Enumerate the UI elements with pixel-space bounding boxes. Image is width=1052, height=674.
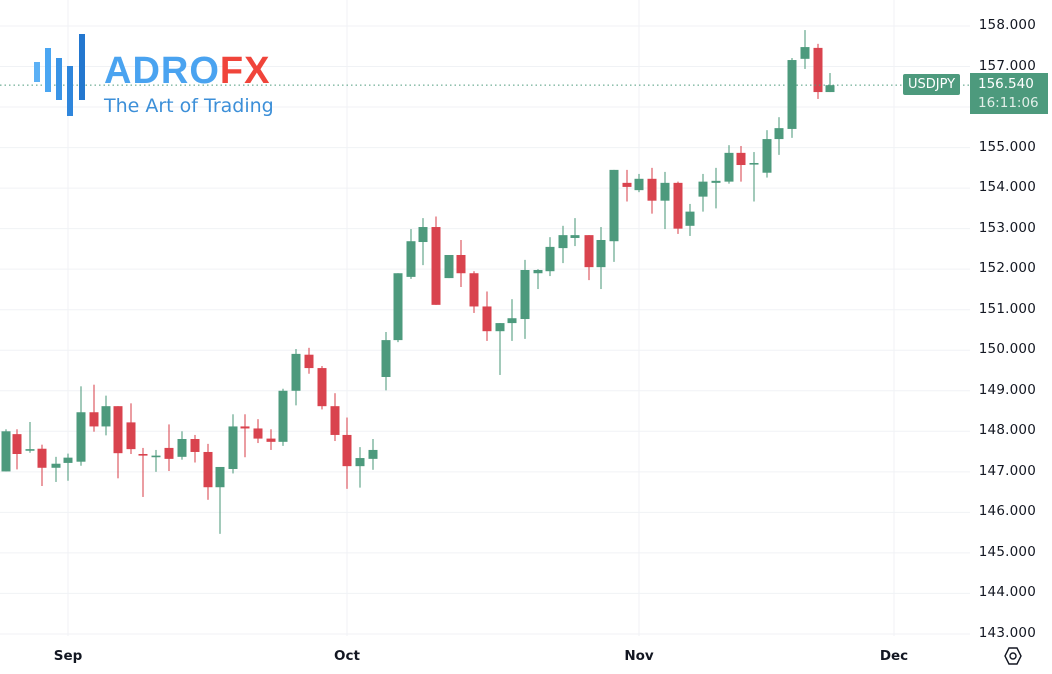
candle — [113, 406, 123, 479]
candle — [787, 58, 797, 138]
candle — [711, 167, 721, 209]
candle — [482, 291, 492, 341]
price-axis-label: 158.000 — [978, 17, 1036, 33]
candle — [609, 169, 619, 262]
candle — [51, 456, 61, 482]
price-axis-label: 146.000 — [978, 503, 1036, 520]
candle — [291, 349, 301, 406]
candle — [507, 299, 517, 341]
candle — [660, 171, 670, 230]
candle — [673, 181, 683, 234]
candle — [266, 429, 276, 450]
symbol-label: USDJPY — [903, 74, 961, 95]
candle — [381, 332, 391, 391]
time-axis-label: Dec — [879, 648, 909, 664]
candle — [253, 419, 263, 444]
price-axis-label: 152.000 — [978, 260, 1036, 277]
candle — [724, 145, 734, 184]
candle — [558, 225, 568, 264]
candle — [368, 439, 378, 470]
last-price-value: 156.540 — [978, 76, 1034, 92]
candle — [330, 393, 340, 442]
candle — [342, 417, 352, 489]
candle — [418, 218, 428, 266]
candle — [138, 447, 148, 497]
candle — [685, 203, 695, 236]
candle — [749, 152, 759, 202]
candle — [800, 30, 810, 69]
candle — [89, 384, 99, 432]
candle — [584, 235, 594, 281]
candle — [228, 414, 238, 474]
price-axis-label: 150.000 — [978, 341, 1036, 358]
price-axis-label: 153.000 — [978, 219, 1036, 236]
candle — [63, 453, 73, 481]
candle — [469, 271, 479, 313]
candle — [647, 167, 657, 214]
price-axis-label: 155.000 — [978, 138, 1036, 155]
logo-tagline: The Art of Trading — [104, 95, 274, 117]
candle — [762, 130, 772, 178]
price-axis-label: 154.000 — [978, 179, 1036, 196]
candle — [698, 173, 708, 212]
price-axis-label: 147.000 — [978, 462, 1036, 479]
candle — [813, 43, 823, 99]
candle — [12, 429, 22, 470]
last-price-tag: 156.540 16:11:06 — [970, 73, 1048, 114]
price-axis-label: 144.000 — [978, 584, 1036, 601]
candle — [570, 218, 580, 247]
adrofx-logo-icon — [32, 34, 92, 124]
candle — [634, 173, 644, 193]
candle — [164, 424, 174, 472]
settings-hexagon-icon[interactable] — [1003, 646, 1023, 666]
price-axis-label: 149.000 — [978, 381, 1036, 398]
candle — [304, 347, 314, 374]
candle — [431, 216, 441, 305]
candle — [240, 414, 250, 458]
candle — [25, 421, 35, 453]
time-axis-label: Sep — [53, 648, 83, 664]
candle — [825, 73, 835, 93]
candle — [596, 227, 606, 290]
candle — [126, 403, 136, 454]
candle — [177, 431, 187, 460]
candle — [444, 254, 454, 279]
price-axis-label: 143.000 — [978, 624, 1036, 641]
candle — [317, 366, 327, 410]
candle — [393, 273, 403, 343]
time-axis-label: Nov — [624, 648, 654, 664]
candle — [406, 229, 416, 279]
candle — [278, 388, 288, 446]
candle — [520, 259, 530, 339]
candle — [495, 323, 505, 375]
candle — [545, 237, 555, 277]
price-axis-label: 157.000 — [978, 57, 1036, 74]
chart-grid — [0, 0, 970, 636]
candle — [76, 386, 86, 466]
logo-wordmark: ADROFX — [104, 52, 270, 90]
logo-word-fx: FX — [219, 50, 271, 92]
candle — [203, 443, 213, 500]
candles — [1, 30, 835, 534]
price-axis-label: 151.000 — [978, 300, 1036, 317]
candle — [1, 429, 11, 472]
candle — [736, 145, 746, 182]
candle — [355, 447, 365, 488]
bar-countdown: 16:11:06 — [978, 95, 1039, 111]
candle — [151, 449, 161, 472]
price-axis-label: 145.000 — [978, 543, 1036, 560]
candle — [37, 444, 47, 487]
candle — [456, 239, 466, 288]
candle — [774, 117, 784, 155]
candle — [215, 466, 225, 534]
candle — [101, 395, 111, 436]
logo-word-adro: ADRO — [104, 50, 220, 92]
time-axis-label: Oct — [334, 648, 360, 664]
candle — [190, 434, 200, 463]
price-axis-label: 148.000 — [978, 422, 1036, 439]
candle — [622, 169, 632, 202]
candle — [533, 269, 543, 290]
